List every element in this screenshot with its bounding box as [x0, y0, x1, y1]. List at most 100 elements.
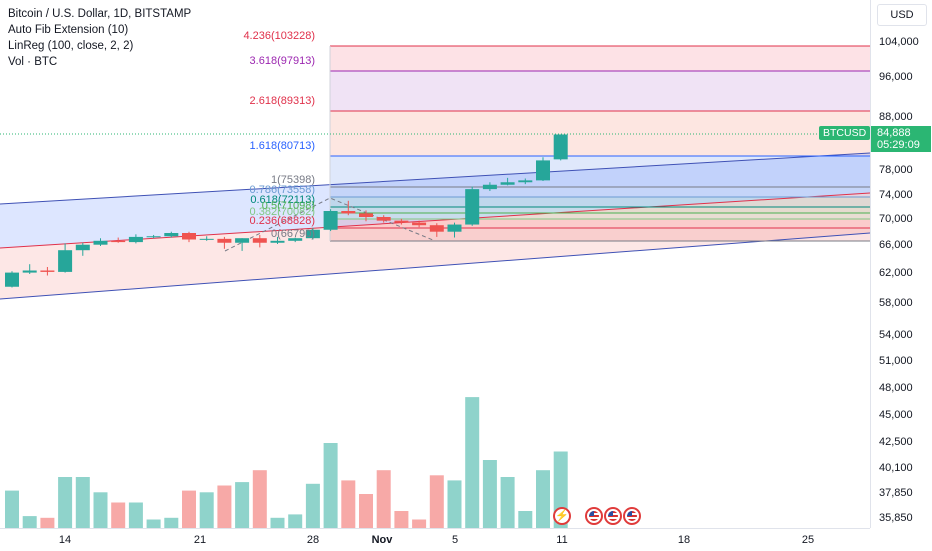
news-bolt-icon[interactable]: ⚡ [553, 507, 571, 525]
candle-body [288, 238, 303, 241]
volume-bar [323, 443, 338, 528]
volume-bar [111, 502, 126, 528]
price-tick-label: 78,000 [879, 164, 913, 176]
candle-body [482, 184, 497, 190]
us-flag-event-icon[interactable] [585, 507, 603, 525]
fib-zone [330, 213, 870, 219]
linreg-upper-line [0, 152, 870, 205]
fib-zone [330, 197, 870, 207]
linreg-mid-line [0, 192, 870, 249]
volume-bar [5, 490, 19, 528]
indicator-volume-label[interactable]: Vol · BTC [8, 56, 58, 68]
volume-bar [447, 480, 462, 528]
price-tick-label: 104,000 [879, 36, 919, 48]
volume-bar [518, 511, 533, 528]
volume-bar [412, 519, 427, 528]
candle-body [305, 229, 320, 239]
fib-zone [330, 219, 870, 228]
fib-level-label: 0.236(68828) [249, 215, 315, 227]
price-tick-label: 40,100 [879, 462, 913, 474]
volume-bar [305, 483, 320, 528]
candle-body [341, 211, 356, 214]
indicator-linreg-label[interactable]: LinReg (100, close, 2, 2) [8, 40, 134, 52]
volume-bar [146, 519, 161, 528]
currency-button[interactable]: USD [877, 4, 927, 26]
fib-zone [330, 71, 870, 111]
fib-level-label: 1.618(80713) [249, 140, 315, 152]
candle-body [217, 238, 232, 243]
candle-body [270, 240, 285, 243]
price-tick-label: 45,000 [879, 409, 913, 421]
price-tick-label: 88,000 [879, 111, 913, 123]
time-axis[interactable]: 14 21 28 Nov 5 11 18 25 [0, 528, 870, 551]
price-tick-label: 96,000 [879, 71, 913, 83]
price-axis[interactable]: USD 104,000 96,000 88,000 78,000 74,000 70,00… [870, 0, 932, 528]
volume-bar [40, 517, 55, 528]
us-flag-icon [608, 511, 618, 521]
price-tick-label: 54,000 [879, 329, 913, 341]
candle-body [128, 236, 143, 243]
price-tick-label: 48,000 [879, 382, 913, 394]
fib-level-label: 0.5(71098) [261, 200, 315, 212]
candle-body [146, 236, 161, 238]
volume-bar [75, 477, 90, 528]
price-tick-label: 37,850 [879, 487, 913, 499]
price-chart[interactable] [0, 0, 870, 528]
candle-body [164, 233, 179, 237]
price-tick-label: 62,000 [879, 267, 913, 279]
us-flag-event-icon[interactable] [604, 507, 622, 525]
volume-bar [465, 397, 480, 528]
fib-level-label: 0.382(70082) [249, 206, 315, 218]
fib-zone [330, 228, 870, 241]
candle-body [500, 182, 515, 185]
fib-zone [330, 187, 870, 197]
us-flag-icon [627, 511, 637, 521]
indicator-fib-label[interactable]: Auto Fib Extension (10) [8, 24, 129, 36]
current-price-label: 84,888 05:29:09 [871, 126, 931, 152]
time-tick-label: Nov [371, 534, 393, 546]
candle-body [182, 233, 196, 240]
fib-level-label: 0.786(73558) [249, 184, 315, 196]
volume-bar [536, 470, 550, 528]
candle-body [199, 238, 214, 240]
time-tick-label: 18 [677, 534, 691, 546]
candle-body [447, 224, 462, 232]
price-tick-label: 58,000 [879, 297, 913, 309]
candle-body [412, 222, 427, 226]
chart-legend: Bitcoin / U.S. Dollar, 1D, BITSTAMP Auto… [8, 6, 191, 70]
time-tick-label: 25 [801, 534, 815, 546]
us-flag-event-icon[interactable] [623, 507, 641, 525]
fib-level-label: 2.618(89313) [249, 95, 315, 107]
candle-body [518, 180, 533, 183]
candle-body [323, 211, 338, 230]
candle-body [5, 272, 19, 287]
time-tick-label: 21 [193, 534, 207, 546]
fib-level-label: 1(75398) [270, 174, 315, 186]
candle-body [93, 240, 108, 245]
price-tick-label: 70,000 [879, 213, 913, 225]
fib-zone [330, 156, 870, 187]
candle-body [394, 220, 409, 223]
candle-body [22, 270, 37, 273]
fib-level-label: 0(66790) [270, 228, 315, 240]
volume-bar [482, 460, 497, 528]
volume-bar [288, 514, 303, 528]
volume-bar [128, 502, 143, 528]
volume-bar [235, 482, 250, 528]
volume-bar [270, 517, 285, 528]
linreg-lower-line [0, 232, 870, 300]
price-tick-label: 66,000 [879, 239, 913, 251]
candle-body [75, 244, 90, 251]
volume-bar [359, 494, 373, 528]
candle-body [111, 240, 126, 243]
symbol-title[interactable]: Bitcoin / U.S. Dollar, 1D, BITSTAMP [8, 8, 192, 20]
bar-countdown: 05:29:09 [877, 139, 920, 151]
time-tick-label: 11 [556, 534, 568, 546]
candle-body [252, 238, 267, 243]
price-tick-label: 35,850 [879, 512, 913, 524]
candle-body [553, 134, 568, 160]
volume-bar [199, 492, 214, 528]
chart-area[interactable]: Bitcoin / U.S. Dollar, 1D, BITSTAMP Auto… [0, 0, 870, 528]
volume-bar [341, 480, 356, 528]
volume-bar [182, 490, 196, 528]
